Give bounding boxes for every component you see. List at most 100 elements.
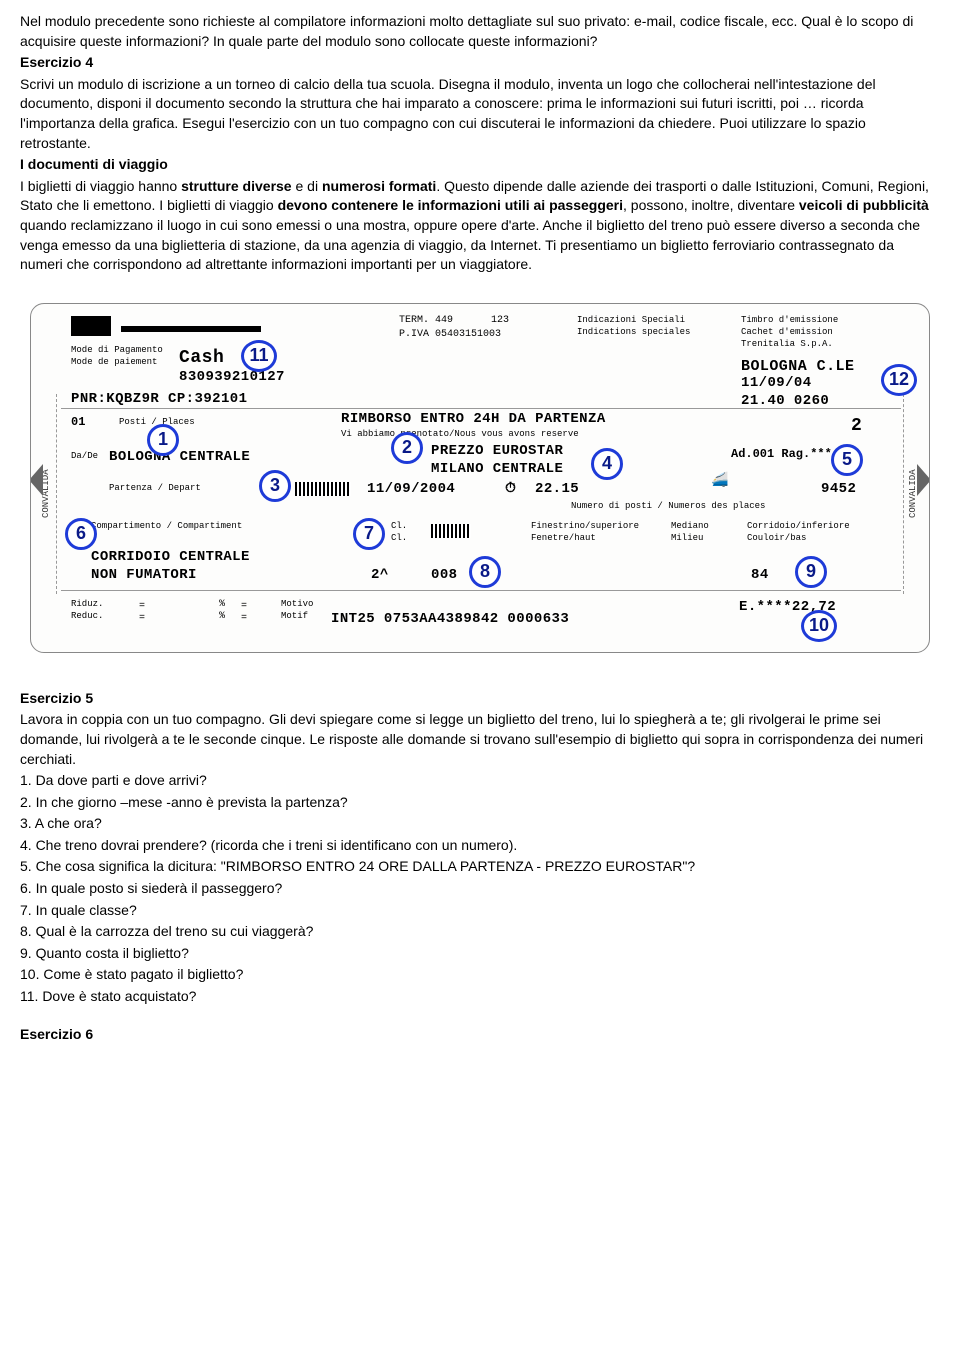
docviaggio-text: I biglietti di viaggio hanno [20,178,181,194]
ticket-two: 2 [851,414,862,439]
ticket-line [61,590,901,591]
ticket-pnr: PNR:KQBZ9R CP:392101 [71,390,247,410]
docviaggio-text: quando reclamizzano il luogo in cui sono… [20,217,920,272]
chevron-right-icon [917,464,930,496]
circle-5: 5 [831,444,863,476]
ticket-line [121,326,261,332]
ex5-q6: 6. In quale posto si siederà il passegge… [20,879,940,899]
ticket-date: 11/09/04 [741,374,812,394]
docviaggio-text: , possono, inoltre, diventare [623,197,799,213]
circle-6: 6 [65,518,97,550]
ticket-motif: Motif [281,610,308,623]
circle-9: 9 [795,556,827,588]
ticket-fin-lbl1: Finestrino/superiore [531,520,639,533]
docviaggio-bold1: strutture diverse [181,178,291,194]
barcode-icon [295,482,351,496]
ex5-q10: 10. Come è stato pagato il biglietto? [20,965,940,985]
ticket-timbro3: Trenitalia S.p.A. [741,338,833,351]
intro-paragraph: Nel modulo precedente sono richieste al … [20,12,940,51]
ticket-med-lbl2: Milieu [671,532,703,545]
circle-3: 3 [259,470,291,502]
ticket-line [61,408,901,409]
circle-10: 10 [801,610,837,642]
ticket-mode-lbl1: Mode di Pagamento [71,344,163,357]
ticket-partenza-lbl: Partenza / Depart [109,482,201,495]
ticket-corr-lbl1: Corridoio/inferiore [747,520,850,533]
ticket-med-lbl1: Mediano [671,520,709,533]
ticket-rimborso: RIMBORSO ENTRO 24H DA PARTENZA [341,410,606,430]
ex4-body: Scrivi un modulo di iscrizione a un torn… [20,75,940,153]
ticket-corridoio: CORRIDOIO CENTRALE [91,548,250,568]
ex5-body: Lavora in coppia con un tuo compagno. Gl… [20,710,940,769]
ex5-q3: 3. A che ora? [20,814,940,834]
docviaggio-bold2: numerosi formati [322,178,436,194]
ticket-indic1: Indicazioni Speciali [577,314,685,327]
ticket-dep-date: 11/09/2004 [367,480,455,500]
ticket-carrozza: 008 [431,566,457,586]
docviaggio-bold4: veicoli di pubblicità [799,197,929,213]
ticket-motivo: Motivo [281,598,313,611]
ex5-q1: 1. Da dove parti e dove arrivi? [20,771,940,791]
ex5-q7: 7. In quale classe? [20,901,940,921]
ex4-title: Esercizio 4 [20,53,940,73]
ticket-pct: % [219,610,225,624]
chevron-left-icon [30,464,43,496]
ex5-questions: 1. Da dove parti e dove arrivi? 2. In ch… [20,771,940,1007]
docviaggio-bold3: devono contenere le informazioni utili a… [278,197,623,213]
ticket-comp-lbl: Compartimento / Compartiment [91,520,242,533]
clock-icon: ⏱ [505,480,516,500]
ticket-term2: 123 [491,314,509,328]
circle-4: 4 [591,448,623,480]
docviaggio-text: e di [292,178,322,194]
ticket-row01: 01 [71,414,85,431]
ticket-riduz2: Reduc. [71,610,103,623]
ex5-q8: 8. Qual è la carrozza del treno su cui v… [20,922,940,942]
ticket-term: TERM. 449 [399,314,453,328]
train-ticket: TERM. 449 123 P.IVA 05403151003 Indicazi… [30,303,930,653]
ticket-adrag: Ad.001 Rag.*** [731,446,832,463]
ex5-q9: 9. Quanto costa il biglietto? [20,944,940,964]
ticket-dade: Da/De [71,450,98,463]
ticket-serial: INT25 0753AA4389842 0000633 [331,610,569,630]
ticket-piva: P.IVA 05403151003 [399,328,501,342]
ticket-posto: 84 [751,566,769,586]
docviaggio-title: I documenti di viaggio [20,155,940,175]
ticket-figure: TERM. 449 123 P.IVA 05403151003 Indicazi… [20,303,940,653]
ticket-fin-lbl2: Fenetre/haut [531,532,596,545]
ticket-corr-lbl2: Couloir/bas [747,532,806,545]
ex5-q4: 4. Che treno dovrai prendere? (ricorda c… [20,836,940,856]
ex6-title: Esercizio 6 [20,1025,940,1045]
ticket-to: MILANO CENTRALE [431,460,563,480]
circle-1: 1 [147,424,179,456]
ticket-cl-lbl2: Cl. [391,532,407,545]
ticket-timbro1: Timbro d'emissione [741,314,838,327]
ex5-q2: 2. In che giorno –mese -anno è prevista … [20,793,940,813]
ticket-numposti-lbl: Numero di posti / Numeros des places [571,500,765,513]
barcode-icon [431,524,471,538]
ticket-indic2: Indications speciales [577,326,690,339]
ex5-q11: 11. Dove è stato acquistato? [20,987,940,1007]
ticket-eq: = [241,612,247,626]
ticket-cl-lbl: Cl. [391,520,407,533]
docviaggio-body: I biglietti di viaggio hanno strutture d… [20,177,940,275]
ticket-train-no: 9452 [821,480,856,500]
ticket-riduz1: Riduz. [71,598,103,611]
ticket-timbro2: Cachet d'emission [741,326,833,339]
ticket-mode-lbl2: Mode de paiement [71,356,157,369]
ticket-prezzo: PREZZO EUROSTAR [431,442,563,462]
circle-8: 8 [469,556,501,588]
ticket-from: BOLOGNA CENTRALE [109,448,250,468]
circle-2: 2 [391,432,423,464]
train-icon: 🚄 [711,472,728,492]
ex5-title: Esercizio 5 [20,689,940,709]
ticket-dep-time: 22.15 [535,480,579,500]
trenitalia-logo [71,316,111,336]
ticket-cls: 2^ [371,566,389,586]
circle-12: 12 [881,364,917,396]
circle-7: 7 [353,518,385,550]
ticket-rimborso-sub: Vi abbiamo prenotato/Nous vous avons res… [341,428,579,441]
ex5-q5: 5. Che cosa significa la dicitura: "RIMB… [20,857,940,877]
circle-11: 11 [241,340,277,372]
ticket-eq: = [139,612,145,626]
ticket-nonfum: NON FUMATORI [91,566,197,586]
